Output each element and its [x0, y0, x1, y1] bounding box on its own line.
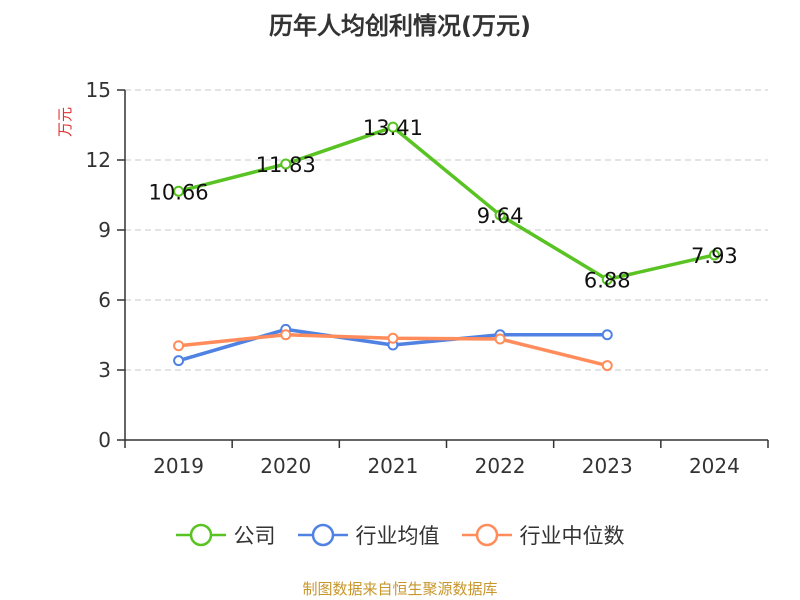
data-label: 13.41: [363, 116, 423, 140]
data-label: 11.83: [256, 153, 316, 177]
series-line-0: [178, 125, 715, 282]
data-label: 10.66: [149, 180, 209, 204]
data-point: [601, 273, 613, 285]
x-tick-label: 2022: [475, 454, 526, 478]
legend-item[interactable]: 行业中位数: [461, 520, 625, 550]
legend-label: 公司: [233, 524, 276, 548]
data-point: [494, 209, 506, 221]
legend-item[interactable]: 行业均值: [297, 520, 440, 550]
data-point: [494, 333, 506, 345]
y-tick-label: 9: [98, 218, 111, 242]
y-tick-label: 15: [86, 78, 111, 102]
chart-title: 历年人均创利情况(万元): [269, 12, 531, 40]
legend-label: 行业均值: [355, 524, 440, 548]
x-tick-label: 2023: [582, 454, 633, 478]
data-point: [173, 185, 185, 197]
data-point: [173, 340, 185, 352]
y-tick-label: 6: [98, 288, 111, 312]
y-tick-label: 0: [98, 428, 111, 452]
legend-line-circle-icon: [297, 523, 348, 547]
data-point: [387, 121, 399, 133]
x-tick-label: 2019: [153, 454, 204, 478]
data-label: 9.64: [477, 204, 524, 228]
x-tick-label: 2020: [260, 454, 311, 478]
data-point: [601, 329, 613, 341]
data-point: [387, 332, 399, 344]
y-tick-label: 12: [86, 148, 111, 172]
data-point: [280, 158, 292, 170]
y-axis-label: 万元: [56, 107, 74, 137]
x-tick-label: 2024: [689, 454, 740, 478]
data-label: 7.93: [691, 244, 738, 268]
data-point: [601, 360, 613, 372]
legend-label: 行业中位数: [519, 524, 625, 548]
data-point: [173, 355, 185, 367]
data-point: [280, 329, 292, 341]
y-tick-label: 3: [98, 358, 111, 382]
legend-item[interactable]: 公司: [175, 520, 276, 550]
data-label: 6.88: [584, 268, 631, 292]
x-tick-label: 2021: [367, 454, 418, 478]
legend-line-circle-icon: [175, 523, 226, 547]
legend-line-circle-icon: [461, 523, 512, 547]
data-point: [708, 249, 720, 261]
source-note: 制图数据来自恒生聚源数据库: [302, 580, 498, 598]
legend: 公司 行业均值 行业中位数: [0, 520, 800, 550]
